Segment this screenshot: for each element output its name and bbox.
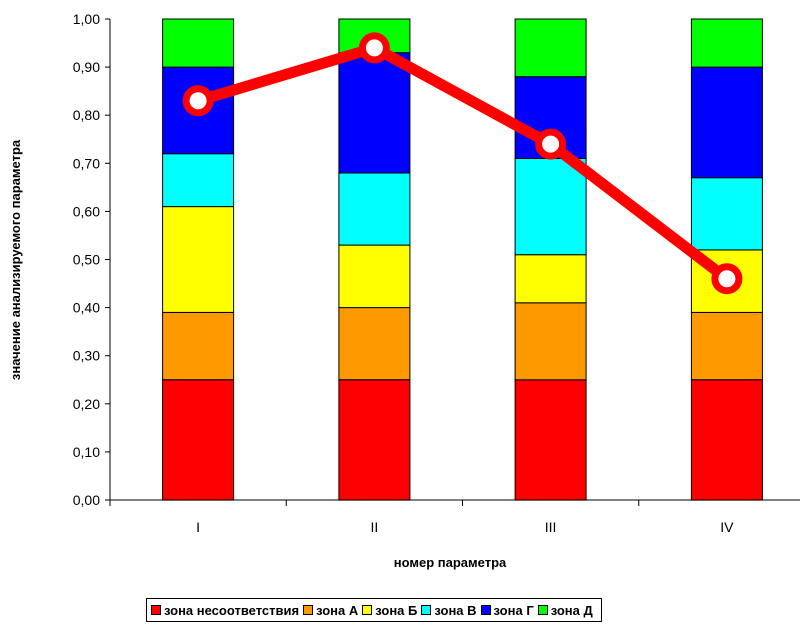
legend-label: зона Г bbox=[493, 602, 534, 618]
legend-label: зона несоответствия bbox=[164, 602, 300, 618]
bars-layer bbox=[162, 18, 763, 501]
bar-segment-4-2 bbox=[690, 311, 763, 381]
legend-item-4: зона В bbox=[421, 602, 477, 618]
bar-segment-3-3 bbox=[514, 254, 587, 304]
bar-segment-3-1 bbox=[514, 379, 587, 501]
y-tick-label: 0,00 bbox=[73, 492, 100, 508]
legend-swatch bbox=[421, 605, 432, 615]
y-axis-title: значение анализируемого параметра bbox=[8, 139, 23, 380]
line-point-3 bbox=[535, 128, 567, 160]
bar-segment-3-2 bbox=[514, 302, 587, 381]
bar-segment-4-6 bbox=[690, 18, 763, 68]
bar-segment-1-3 bbox=[162, 206, 235, 313]
bar-segment-2-2 bbox=[338, 307, 411, 381]
bar-segment-2-4 bbox=[338, 172, 411, 246]
legend-item-6: зона Д bbox=[537, 602, 593, 618]
bar-segment-4-5 bbox=[690, 66, 763, 179]
y-tick-label: 0,50 bbox=[73, 252, 100, 268]
bar-segment-4-1 bbox=[690, 379, 763, 501]
chart: 0,00 0,10 0,20 0,30 0,40 0,50 0,60 0,70 0,80 0,90… bbox=[8, 11, 800, 570]
bar-segment-2-1 bbox=[338, 379, 411, 501]
legend-label: зона Д bbox=[550, 602, 593, 618]
y-tick-label: 0,10 bbox=[73, 444, 100, 460]
bar-segment-1-2 bbox=[162, 311, 235, 381]
legend-swatch bbox=[362, 605, 373, 615]
bar-segment-1-4 bbox=[162, 153, 235, 208]
legend-label: зона Б bbox=[375, 602, 418, 618]
legend-swatch bbox=[480, 605, 491, 615]
legend-item-1: зона несоответствия bbox=[151, 603, 299, 618]
y-tick-label: 0,80 bbox=[73, 107, 100, 123]
legend: зона несоответствия зона А зона Б зона В зон… bbox=[146, 598, 602, 622]
line-layer bbox=[182, 32, 743, 295]
x-axis-title: номер параметра bbox=[394, 555, 507, 570]
bar-segment-2-3 bbox=[338, 244, 411, 309]
x-tick-label: I bbox=[196, 519, 200, 535]
x-tick-label: III bbox=[545, 519, 557, 535]
legend-label: зона А bbox=[316, 602, 359, 618]
y-tick-label: 1,00 bbox=[73, 11, 100, 27]
y-tick-label: 0,20 bbox=[73, 396, 100, 412]
line-series bbox=[192, 42, 733, 285]
y-tick-label: 0,70 bbox=[73, 155, 100, 171]
bar-segment-2-5 bbox=[338, 52, 411, 174]
line-point-2 bbox=[358, 32, 390, 64]
legend-swatch bbox=[303, 605, 314, 615]
legend-item-3: зона Б bbox=[362, 603, 417, 618]
bar-segment-4-4 bbox=[690, 177, 763, 251]
legend-label: зона В bbox=[434, 602, 477, 618]
legend-swatch bbox=[537, 605, 548, 615]
line-point-4 bbox=[711, 263, 743, 295]
bar-segment-3-4 bbox=[514, 158, 587, 256]
line-point-1 bbox=[182, 85, 214, 117]
bar-segment-1-6 bbox=[162, 18, 235, 68]
x-tick-label: IV bbox=[720, 519, 734, 535]
x-tick-label: II bbox=[370, 519, 378, 535]
y-tick-label: 0,90 bbox=[73, 59, 100, 75]
axes-layer: 0,00 0,10 0,20 0,30 0,40 0,50 0,60 0,70 0,80 0,90… bbox=[73, 11, 800, 535]
legend-swatch bbox=[151, 605, 161, 615]
bar-segment-1-1 bbox=[162, 379, 235, 501]
legend-item-5: зона Г bbox=[480, 602, 534, 618]
legend-item-2: зона А bbox=[303, 603, 358, 618]
y-tick-label: 0,60 bbox=[73, 203, 100, 219]
y-tick-label: 0,40 bbox=[73, 300, 100, 316]
bar-segment-3-6 bbox=[514, 18, 587, 78]
y-tick-label: 0,30 bbox=[73, 348, 100, 364]
